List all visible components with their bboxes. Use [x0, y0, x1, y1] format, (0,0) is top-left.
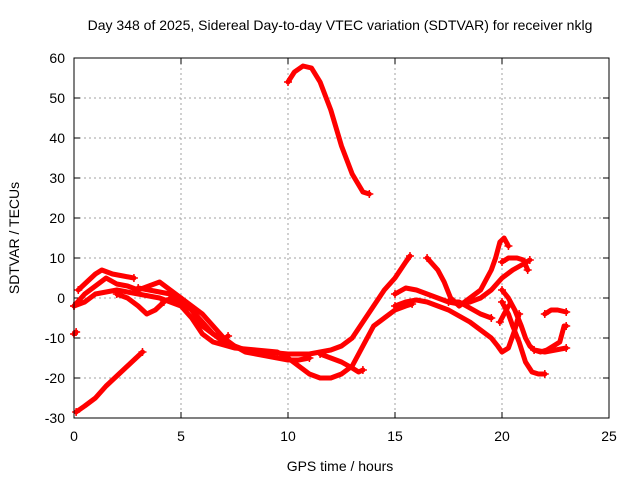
- series-arc-14: [446, 299, 494, 321]
- data-point-marker: [134, 284, 143, 292]
- series-arc-10: [317, 351, 366, 375]
- x-tick-label: 15: [387, 428, 403, 444]
- y-tick-label: 0: [57, 290, 65, 306]
- data-series: [70, 63, 571, 416]
- y-axis-label: SDTVAR / TECUs: [6, 182, 22, 294]
- y-tick-label: 30: [49, 170, 65, 186]
- data-point-marker: [444, 298, 453, 306]
- x-tick-label: 5: [177, 428, 185, 444]
- data-point-marker: [498, 258, 506, 266]
- data-point-marker: [423, 254, 432, 262]
- data-point-marker: [391, 302, 399, 310]
- x-axis-label: GPS time / hours: [287, 458, 394, 474]
- data-point-marker: [523, 266, 532, 274]
- x-tick-label: 25: [601, 428, 617, 444]
- y-tick-label: -20: [45, 370, 65, 386]
- series-arc-13: [424, 235, 511, 309]
- data-point-marker: [498, 286, 506, 294]
- data-point-marker: [358, 366, 367, 374]
- data-point-marker: [487, 314, 496, 322]
- series-arc-15: [499, 255, 531, 273]
- data-point-marker: [495, 318, 504, 326]
- y-tick-label: 40: [49, 130, 65, 146]
- data-point-marker: [525, 256, 534, 264]
- series-arc-1: [73, 349, 145, 415]
- series-arc-4: [71, 287, 415, 381]
- chart-title: Day 348 of 2025, Sidereal Day-to-day VTE…: [88, 17, 593, 33]
- series-arc-3: [71, 253, 413, 357]
- data-point-marker: [504, 302, 513, 310]
- y-tick-label: -30: [45, 410, 65, 426]
- series-arc-9: [167, 295, 231, 343]
- series-arc-6: [114, 291, 167, 317]
- data-point-marker: [405, 252, 414, 260]
- x-tick-label: 20: [494, 428, 510, 444]
- plot-frame: [73, 57, 610, 419]
- data-point-marker: [305, 354, 314, 362]
- series-arc-16: [499, 287, 569, 355]
- series-arc-2: [285, 63, 372, 197]
- data-point-marker: [72, 328, 81, 336]
- data-point-marker: [562, 322, 571, 330]
- x-tick-label: 10: [280, 428, 296, 444]
- data-point-marker: [365, 190, 374, 198]
- data-point-marker: [284, 78, 292, 86]
- y-tick-label: -10: [45, 330, 65, 346]
- series-arc-5: [75, 267, 137, 293]
- series-arc-12: [392, 297, 522, 355]
- data-point-marker: [562, 344, 571, 352]
- data-point-marker: [138, 348, 147, 356]
- data-point-marker: [166, 294, 175, 302]
- data-point-marker: [224, 332, 233, 340]
- data-point-marker: [112, 290, 121, 298]
- data-point-marker: [562, 308, 571, 316]
- y-tick-label: 10: [49, 250, 65, 266]
- data-point-marker: [159, 298, 168, 306]
- data-point-marker: [540, 310, 549, 318]
- data-point-marker: [316, 350, 325, 358]
- data-point-marker: [129, 274, 138, 282]
- series-arc-19: [542, 307, 569, 317]
- data-point-marker: [504, 242, 513, 250]
- series-arc-17: [499, 299, 548, 377]
- x-tick-label: 0: [70, 428, 78, 444]
- data-point-marker: [391, 290, 399, 298]
- y-tick-label: 50: [49, 90, 65, 106]
- data-point-marker: [72, 408, 81, 416]
- y-tick-label: 60: [49, 50, 65, 66]
- data-point-marker: [540, 370, 549, 378]
- y-tick-label: 20: [49, 210, 65, 226]
- data-point-marker: [498, 298, 506, 306]
- data-point-marker: [530, 346, 539, 354]
- series-arc-20: [497, 303, 511, 325]
- data-point-marker: [74, 286, 83, 294]
